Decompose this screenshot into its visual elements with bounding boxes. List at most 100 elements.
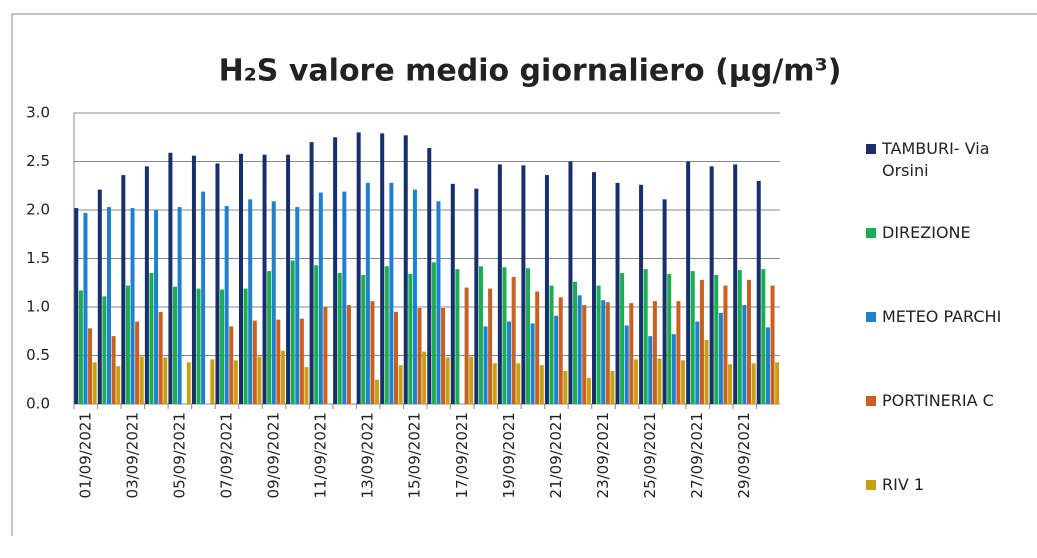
bar [441, 307, 446, 404]
bar [563, 371, 568, 404]
bar [412, 189, 417, 404]
bar [92, 362, 97, 404]
y-tick-label: 3.0 [26, 104, 50, 122]
bar [262, 154, 267, 404]
bar [549, 285, 554, 404]
bar [526, 268, 530, 404]
y-tick-label: 0.0 [26, 395, 50, 413]
bar [280, 350, 285, 404]
bar [342, 191, 347, 404]
bar [102, 296, 107, 404]
bar [78, 290, 83, 404]
bar [709, 166, 714, 404]
bar [586, 377, 591, 404]
x-tick-label: 11/09/2021 [312, 412, 330, 498]
bar [74, 208, 79, 404]
bar [154, 210, 159, 404]
bar [427, 147, 432, 405]
x-tick-label: 01/09/2021 [76, 412, 94, 498]
bar [733, 164, 738, 404]
legend-item: DIREZIONE [866, 222, 1036, 306]
bar [464, 287, 469, 404]
bar [620, 273, 625, 404]
bar [436, 201, 441, 404]
bar [690, 271, 695, 404]
bar [384, 266, 389, 404]
bar [257, 356, 262, 404]
bar [775, 362, 780, 404]
bar [276, 319, 281, 404]
page: H₂S valore medio giornaliero (µg/m³) 0.0… [11, 13, 1037, 536]
x-tick-label: 21/09/2021 [547, 412, 565, 498]
bar [295, 207, 300, 404]
bar [770, 285, 775, 404]
chart: H₂S valore medio giornaliero (µg/m³) 0.0… [11, 13, 1037, 536]
bar [474, 188, 479, 404]
bar [704, 339, 709, 404]
legend-item: TAMBURI- Via Orsini [866, 138, 1036, 222]
bar [667, 274, 672, 404]
bar [224, 206, 229, 404]
bar [483, 326, 488, 404]
bar [323, 307, 328, 404]
bar [337, 273, 342, 404]
bar [304, 367, 309, 404]
bar [516, 363, 521, 404]
bar [558, 297, 563, 404]
bar [267, 271, 272, 404]
bar [309, 142, 314, 404]
y-tick-label: 2.0 [26, 201, 50, 219]
bar [168, 152, 173, 404]
bar [455, 269, 460, 404]
bar [149, 273, 154, 404]
bar [699, 279, 704, 404]
bar [610, 371, 615, 404]
bar [671, 334, 676, 404]
bar [229, 326, 234, 404]
bar [492, 363, 497, 404]
x-tick-label: 05/09/2021 [170, 412, 188, 498]
bar [577, 295, 582, 404]
bar [97, 189, 102, 404]
bar [370, 301, 375, 404]
bar [681, 360, 685, 404]
bar [511, 276, 516, 404]
bar [624, 325, 629, 404]
bar [173, 286, 177, 404]
bar [615, 182, 620, 404]
legend-item: RIV 1 [866, 474, 1036, 558]
bar [544, 175, 549, 404]
legend: TAMBURI- Via Orsini DIREZIONE METEO PARCHI… [866, 138, 1036, 558]
bar [116, 366, 121, 404]
y-tick-label: 1.5 [26, 249, 50, 267]
bar [417, 307, 422, 404]
bar [196, 288, 201, 404]
bar [502, 267, 507, 404]
bar [582, 305, 587, 404]
bar [530, 323, 535, 404]
legend-label: RIV 1 [882, 475, 925, 494]
y-tick-label: 0.5 [26, 346, 50, 364]
bar [648, 336, 653, 404]
bar [521, 165, 526, 404]
bar [488, 288, 493, 404]
bar [271, 201, 276, 404]
bar [248, 199, 253, 404]
legend-label: TAMBURI- Via Orsini [882, 139, 990, 180]
bar [130, 208, 135, 404]
legend-label: DIREZIONE [882, 223, 971, 242]
bar [233, 360, 238, 404]
bar [380, 133, 385, 404]
x-tick-label: 07/09/2021 [217, 412, 235, 498]
bar [191, 155, 196, 404]
bar [445, 357, 450, 404]
bar [431, 262, 436, 404]
bar [507, 321, 512, 404]
bar [290, 260, 295, 404]
y-tick-label: 2.5 [26, 152, 50, 170]
bar [186, 362, 191, 404]
bar [568, 161, 573, 404]
bar [469, 356, 474, 404]
legend-label: METEO PARCHI [882, 307, 1002, 326]
bar [107, 207, 111, 404]
